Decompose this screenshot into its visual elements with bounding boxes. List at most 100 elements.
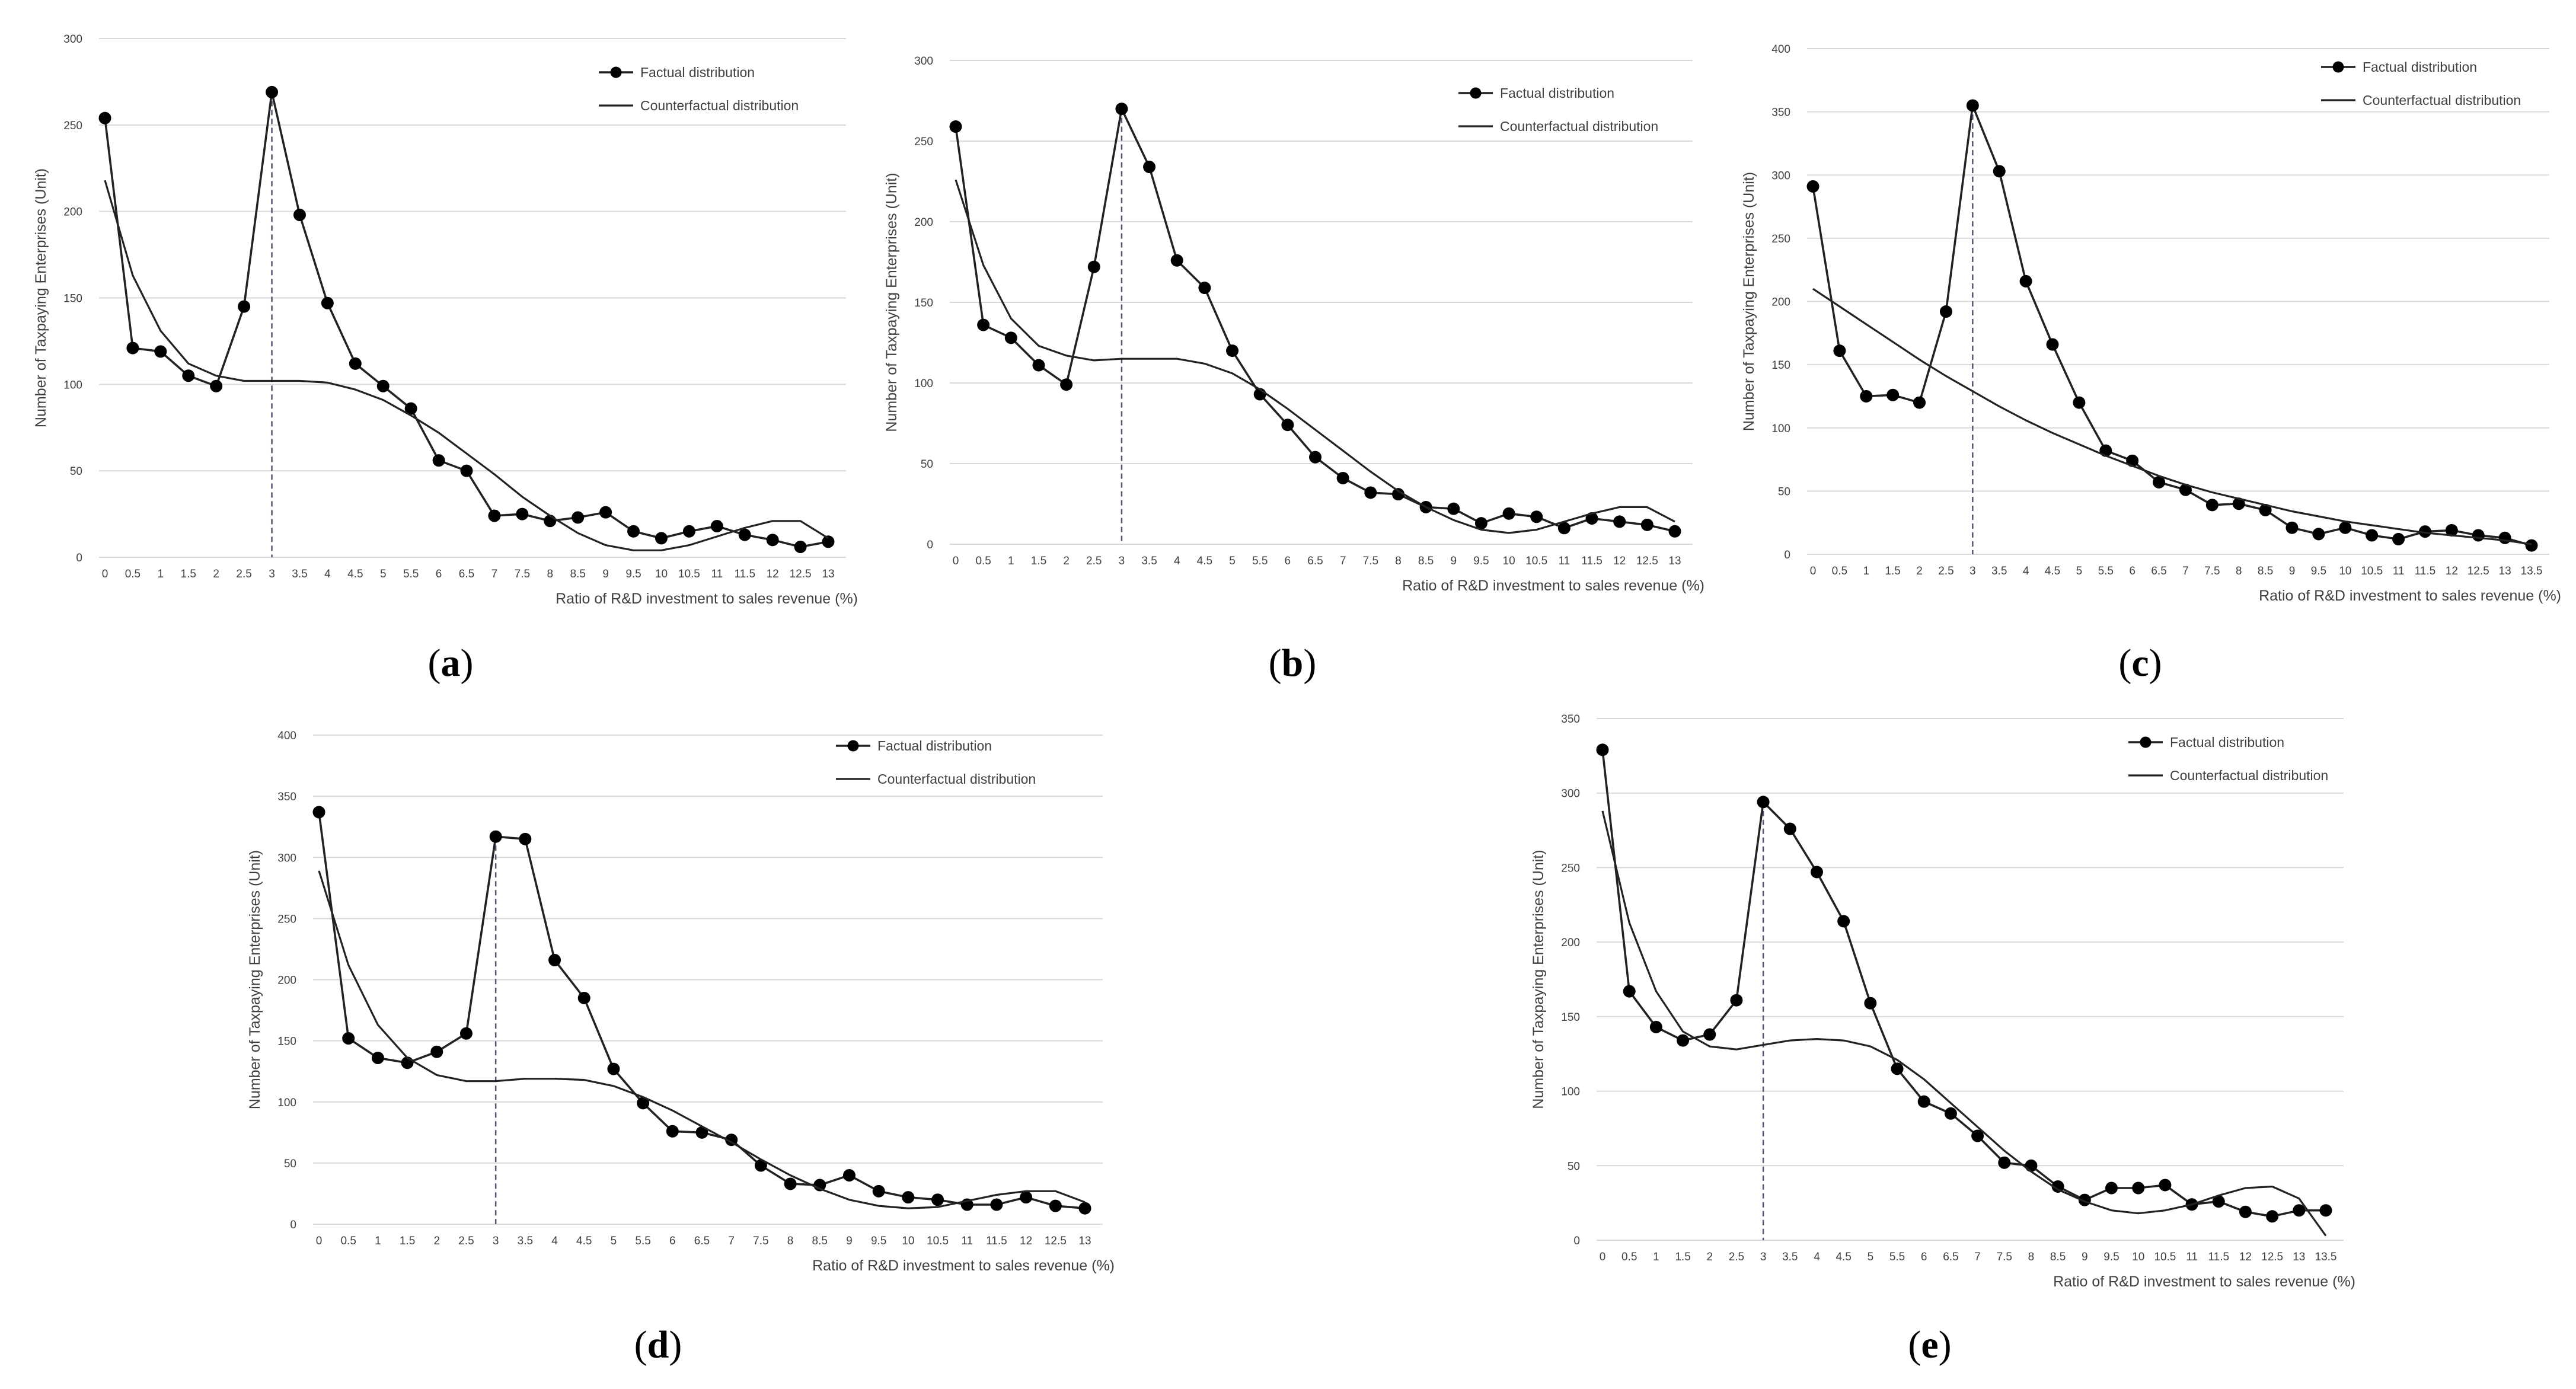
factual-data-point xyxy=(312,806,325,819)
y-tick-label: 300 xyxy=(1771,170,1790,182)
y-tick-label: 100 xyxy=(1771,423,1790,435)
factual-series-line xyxy=(955,107,1675,532)
factual-data-point xyxy=(2073,396,2086,409)
factual-data-point xyxy=(430,1045,443,1058)
x-tick-label: 7.5 xyxy=(1363,555,1378,567)
factual-data-point xyxy=(1837,915,1850,928)
factual-data-point xyxy=(1971,1129,1984,1142)
factual-data-point xyxy=(1281,419,1294,432)
factual-data-point xyxy=(2025,1159,2038,1172)
factual-data-point xyxy=(489,830,502,843)
x-tick-label: 5.5 xyxy=(1252,555,1268,567)
x-tick-label: 11 xyxy=(2186,1251,2198,1263)
x-tick-label: 8.5 xyxy=(2258,565,2273,577)
legend-factual-label: Factual distribution xyxy=(640,65,755,80)
legend-factual-label: Factual distribution xyxy=(1500,85,1614,101)
factual-data-point xyxy=(577,991,590,1004)
factual-data-point xyxy=(2285,521,2299,534)
y-axis-label: Number of Taxpaying Enterprises (Unit) xyxy=(1530,850,1547,1109)
x-tick-label: 8 xyxy=(787,1235,794,1247)
panel-label-c: (c) xyxy=(2118,641,2162,685)
factual-data-point xyxy=(1226,344,1239,357)
factual-data-point xyxy=(2339,521,2352,534)
x-tick-label: 1.5 xyxy=(1031,555,1046,567)
x-tick-label: 7.5 xyxy=(753,1235,768,1247)
factual-data-point xyxy=(548,954,561,966)
factual-data-point xyxy=(599,506,612,519)
x-tick-label: 0 xyxy=(953,555,959,567)
x-tick-label: 8.5 xyxy=(1418,555,1434,567)
x-tick-label: 6 xyxy=(1921,1251,1927,1263)
x-tick-label: 5.5 xyxy=(2098,565,2114,577)
factual-data-point xyxy=(2159,1179,2172,1192)
factual-data-point xyxy=(210,379,223,392)
factual-data-point xyxy=(1913,396,1926,409)
factual-data-point xyxy=(126,341,139,355)
factual-data-point xyxy=(2418,525,2431,538)
legend: Factual distribution Counterfactual distr… xyxy=(2128,735,2328,783)
x-tick-label: 1 xyxy=(375,1235,381,1247)
factual-data-point xyxy=(872,1184,885,1198)
factual-data-point xyxy=(293,209,306,221)
x-tick-label: 8 xyxy=(2028,1251,2035,1263)
factual-data-point xyxy=(754,1159,767,1172)
x-tick-label: 9.5 xyxy=(625,568,641,580)
x-tick-label: 2.5 xyxy=(458,1235,474,1247)
x-tick-label: 7.5 xyxy=(2204,565,2220,577)
x-tick-label: 9 xyxy=(846,1235,853,1247)
x-tick-label: 2.5 xyxy=(236,568,251,580)
legend-factual-label: Factual distribution xyxy=(2170,735,2284,750)
x-tick-label: 13.5 xyxy=(2315,1251,2337,1263)
legend-counterfactual-label: Counterfactual distribution xyxy=(1500,119,1658,134)
factual-data-point xyxy=(2019,274,2032,288)
factual-series-line xyxy=(318,812,1086,1209)
factual-data-point xyxy=(2132,1182,2145,1195)
y-tick-label: 300 xyxy=(914,55,933,68)
panel-letter: c xyxy=(2131,641,2149,685)
x-tick-label: 6.5 xyxy=(459,568,474,580)
x-tick-label: 4.5 xyxy=(2045,565,2060,577)
x-tick-label: 2 xyxy=(1916,565,1923,577)
factual-data-point xyxy=(666,1125,679,1138)
x-tick-label: 6.5 xyxy=(1943,1251,1958,1263)
x-tick-label: 5.5 xyxy=(1889,1251,1905,1263)
legend: Factual distribution Counterfactual distr… xyxy=(2321,59,2521,108)
y-tick-label: 200 xyxy=(1561,937,1580,949)
x-tick-label: 10 xyxy=(902,1235,914,1247)
y-tick-label: 200 xyxy=(1771,296,1790,309)
x-tick-label: 9 xyxy=(2289,565,2296,577)
factual-data-point xyxy=(238,300,251,313)
x-axis-label: Ratio of R&D investment to sales revenue… xyxy=(1402,577,1704,594)
factual-data-point xyxy=(1557,522,1571,535)
x-tick-label: 2 xyxy=(1706,1251,1713,1263)
x-tick-label: 13 xyxy=(1668,555,1681,567)
x-tick-label: 3.5 xyxy=(1991,565,2007,577)
x-tick-label: 12 xyxy=(2446,565,2458,577)
x-tick-label: 6 xyxy=(436,568,442,580)
factual-data-point xyxy=(1020,1191,1033,1204)
counterfactual-series-line xyxy=(104,180,829,551)
x-tick-label: 1.5 xyxy=(400,1235,415,1247)
legend-factual-marker xyxy=(610,66,622,78)
x-tick-label: 8.5 xyxy=(812,1235,828,1247)
factual-data-point xyxy=(1649,1020,1662,1033)
y-tick-label: 0 xyxy=(1784,549,1790,561)
x-tick-label: 4 xyxy=(1174,555,1180,567)
x-tick-label: 6.5 xyxy=(694,1235,710,1247)
x-tick-label: 3.5 xyxy=(292,568,307,580)
factual-data-point xyxy=(766,534,779,547)
factual-data-point xyxy=(1966,99,1979,112)
legend-factual-marker xyxy=(2140,736,2152,748)
legend-factual-marker xyxy=(2332,61,2344,73)
x-tick-label: 0 xyxy=(1600,1251,1606,1263)
x-tick-label: 3 xyxy=(269,568,275,580)
x-tick-label: 12.5 xyxy=(1636,555,1658,567)
factual-series-line xyxy=(1601,749,2326,1218)
factual-data-point xyxy=(1032,359,1045,372)
factual-data-point xyxy=(2051,1180,2064,1193)
x-tick-label: 12.5 xyxy=(2261,1251,2283,1263)
legend-counterfactual-label: Counterfactual distribution xyxy=(640,98,799,113)
x-tick-label: 0.5 xyxy=(340,1235,356,1247)
factual-data-point xyxy=(1891,1062,1904,1075)
